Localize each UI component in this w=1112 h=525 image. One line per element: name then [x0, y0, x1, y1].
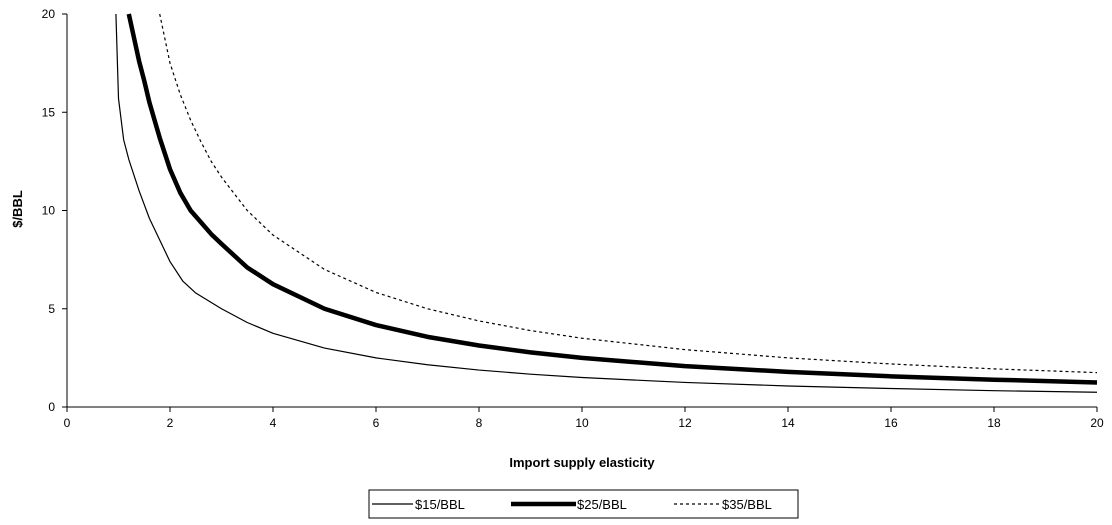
legend-label-0: $15/BBL: [415, 497, 465, 512]
y-tick-label: 0: [48, 400, 55, 414]
y-tick-label: 20: [42, 7, 56, 21]
x-tick-label: 0: [64, 416, 71, 430]
x-tick-label: 4: [270, 416, 277, 430]
y-tick-label: 5: [48, 302, 55, 316]
series-line-0: [115, 13, 1098, 393]
y-axis-label: $/BBL: [10, 190, 25, 228]
y-tick-label: 15: [42, 105, 56, 119]
x-tick-label: 14: [781, 416, 795, 430]
y-axis-title: $/BBL: [10, 190, 25, 228]
legend-box: [368, 489, 799, 519]
axes: 0 2 4 6 8 10 12 14 16 18 20 0 5 10 15 20: [42, 7, 1104, 430]
series-line-1: [126, 13, 1098, 385]
legend-label-2: $35/BBL: [722, 497, 772, 512]
x-tick-label: 10: [575, 416, 589, 430]
x-tick-label: 18: [987, 416, 1001, 430]
series-line-2: [159, 13, 1098, 374]
x-tick-label: 16: [884, 416, 898, 430]
x-axis-label: Import supply elasticity: [509, 455, 655, 470]
x-tick-label: 6: [373, 416, 380, 430]
x-tick-label: 8: [476, 416, 483, 430]
series-layer: [115, 13, 1098, 393]
legend-label-1: $25/BBL: [577, 497, 627, 512]
y-tick-label: 10: [42, 204, 56, 218]
x-tick-label: 2: [167, 416, 174, 430]
x-tick-label: 20: [1090, 416, 1104, 430]
x-tick-label: 12: [678, 416, 692, 430]
legend: $15/BBL $25/BBL $35/BBL: [368, 489, 799, 519]
